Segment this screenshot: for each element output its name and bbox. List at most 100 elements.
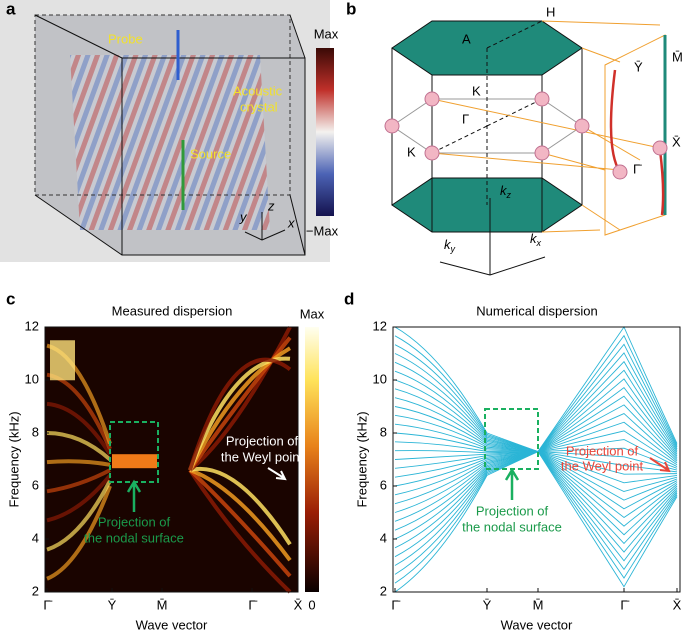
weyl-note: the Weyl point (221, 449, 304, 464)
weyl-point (424, 91, 440, 107)
weyl-arrow (649, 457, 671, 473)
heat-spot (112, 454, 157, 469)
source-label: Source (190, 146, 231, 161)
weyl-point (612, 164, 628, 180)
axis-label: x (287, 215, 295, 230)
nodal-arrow (126, 479, 142, 512)
heat-band (188, 469, 292, 594)
k-label: kx (530, 231, 542, 248)
point-label: Ȳ (634, 59, 643, 74)
point-label: K (407, 144, 416, 159)
panel-title: Numerical dispersion (476, 303, 597, 318)
panel-d: d Numerical dispersion Projection of the… (344, 289, 682, 632)
panel-label: a (6, 0, 16, 18)
y-tick-label: 8 (32, 424, 39, 439)
nodal-note: Projection of (476, 503, 549, 518)
panel-label: b (346, 0, 356, 18)
y-tick-label: 2 (32, 583, 39, 598)
box-edges (34, 14, 306, 256)
x-tick-label: Γ̄ (391, 597, 400, 612)
x-tick-label: Γ̄ (248, 597, 257, 612)
x-tick-label: Γ̄ (620, 597, 629, 612)
x-tick-label: X̄ (294, 597, 303, 612)
heat-band (46, 401, 112, 456)
panel-c: c Measured dispersion Projection of the … (6, 289, 325, 632)
dashed-lines (431, 20, 543, 205)
crystal-label: crystal (240, 99, 278, 114)
x-tick-label: Ȳ (108, 597, 117, 612)
y-tick-label: 12 (25, 318, 39, 333)
colorbar-min: −Max (306, 223, 339, 238)
x-axis-label: Wave vector (136, 617, 208, 632)
weyl-arrow (267, 467, 287, 481)
y-tick-label: 6 (32, 477, 39, 492)
heatmap (45, 327, 298, 592)
nodal-note: the nodal surface (84, 530, 184, 545)
heat-band (189, 468, 292, 562)
box-front (121, 57, 306, 256)
y-tick-label: 12 (373, 318, 387, 333)
weyl-point (424, 145, 440, 161)
colorbar-max: Max (314, 26, 339, 41)
point-label: Γ̄ (633, 161, 642, 176)
point-label: K (472, 83, 481, 98)
axis-label: z (267, 198, 275, 213)
panel-label: d (344, 289, 354, 308)
point-label: A (462, 31, 471, 46)
panel-a: a a Probe Acoustic crystal Source Max −M… (0, 0, 339, 262)
band-line (394, 334, 678, 453)
y-axis-label: Frequency (kHz) (6, 411, 21, 507)
point-label: Γ (462, 111, 469, 126)
plot-frame (44, 326, 299, 593)
x-tick-label: M̄ (533, 597, 544, 612)
crystal-label: Acoustic (233, 83, 283, 98)
heat-band (46, 468, 111, 494)
field-plate (70, 55, 270, 230)
panel-b: b H A K Γ K kz ky kx Ȳ M̄ X̄ Γ̄ (346, 0, 683, 276)
point-label: M̄ (672, 49, 683, 64)
nodal-note: Projection of (98, 514, 171, 529)
heatmap-bands (46, 326, 292, 594)
y-tick-label: 8 (380, 424, 387, 439)
band-line (394, 326, 678, 453)
point-label: H (546, 4, 555, 19)
heat-band (46, 479, 112, 552)
colorbar (305, 327, 319, 592)
heat-band (46, 431, 112, 461)
k-axes (439, 198, 546, 276)
heat-band (188, 336, 292, 472)
band-line (394, 343, 678, 453)
box-back (34, 14, 291, 196)
heat-band (46, 459, 111, 467)
weyl-point (534, 91, 550, 107)
probe-label: Probe (108, 31, 143, 46)
weyl-note: Projection of (566, 443, 639, 458)
heat-band (46, 485, 112, 581)
x-tick-label: Ȳ (483, 597, 492, 612)
panel-label: c (6, 289, 15, 308)
heat-band (46, 474, 112, 523)
heat-band (188, 346, 292, 471)
panel-title: Measured dispersion (112, 303, 233, 318)
y-tick-label: 10 (373, 371, 387, 386)
y-tick-label: 10 (25, 371, 39, 386)
colorbar-max: Max (300, 306, 325, 321)
colorbar (316, 48, 334, 216)
k-label: kz (500, 183, 512, 200)
y-tick-label: 6 (380, 477, 387, 492)
heat-band (188, 357, 292, 471)
y-tick-label: 4 (32, 530, 39, 545)
x-tick-label: M̄ (157, 597, 168, 612)
nodal-arrow (504, 467, 520, 500)
point-label: X̄ (672, 134, 681, 149)
plot-frame (392, 326, 681, 593)
nodal-note: the nodal surface (462, 519, 562, 534)
y-tick-label: 4 (380, 530, 387, 545)
x-tick-label: Γ̄ (43, 597, 52, 612)
axes-glyph (244, 212, 286, 241)
weyl-point (652, 140, 668, 156)
x-tick-label: X̄ (673, 597, 682, 612)
weyl-note: Projection of (226, 433, 299, 448)
